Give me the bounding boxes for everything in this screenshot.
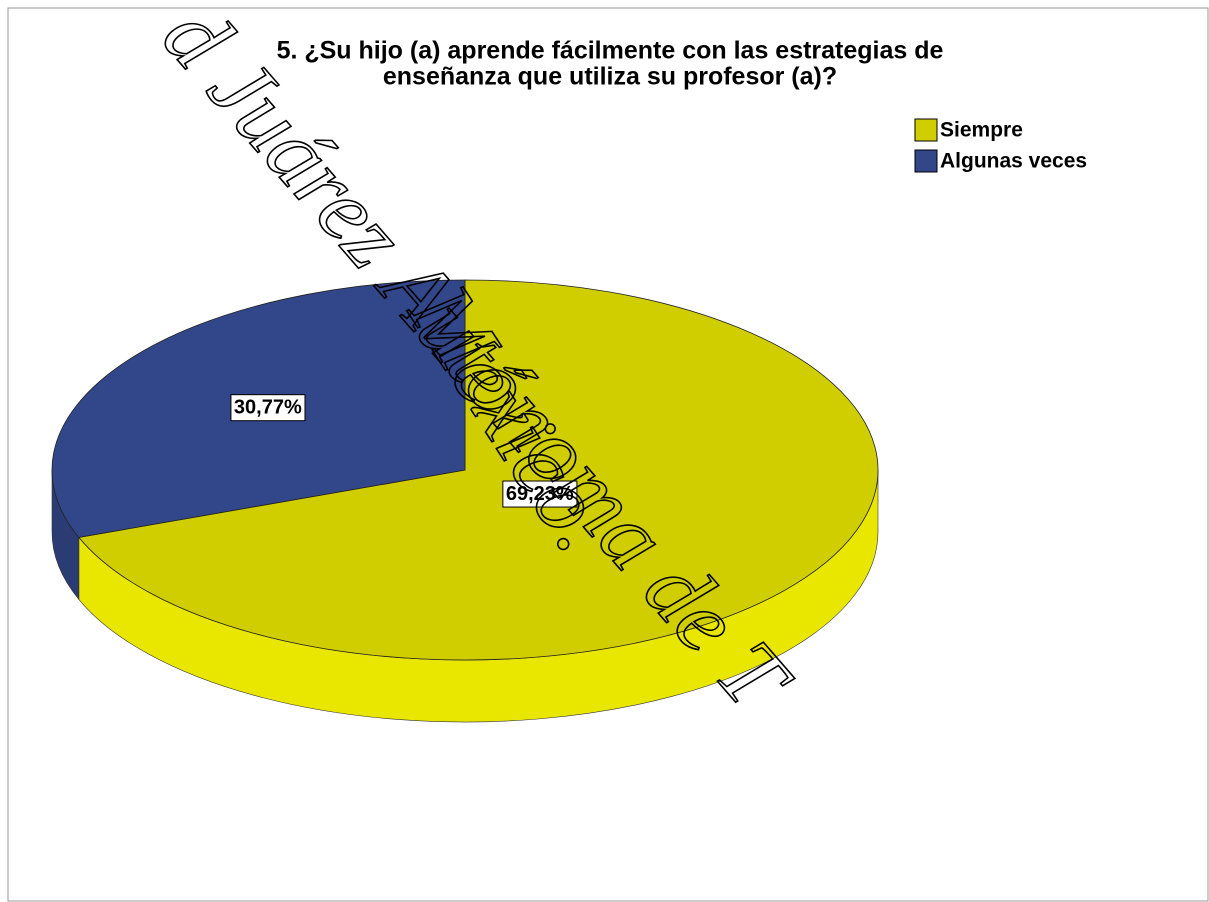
value-label-box xyxy=(230,394,306,422)
value-label-box xyxy=(502,480,578,508)
slice xyxy=(78,279,879,661)
value-label: 30,77% xyxy=(234,397,302,419)
chart-title: enseñanza que utiliza su profesor (a)? xyxy=(383,63,837,91)
value-label: 69,23% xyxy=(506,483,574,505)
legend-swatch xyxy=(914,149,938,173)
legend-swatch xyxy=(914,118,938,142)
chart-title: 5. ¿Su hijo (a) aprende fácilmente con l… xyxy=(277,37,944,65)
legend-label: Algunas veces xyxy=(940,150,1087,173)
legend-label: Siempre xyxy=(940,119,1023,142)
